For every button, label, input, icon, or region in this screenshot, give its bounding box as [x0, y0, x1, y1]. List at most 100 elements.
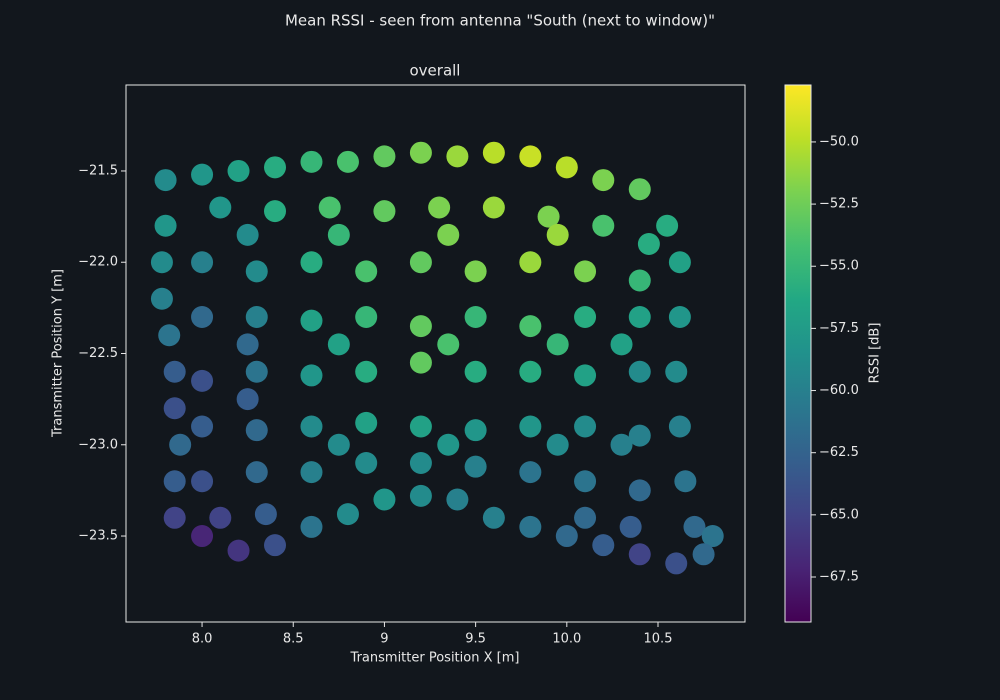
scatter-point — [154, 169, 177, 192]
scatter-point — [665, 360, 688, 383]
scatter-point — [546, 433, 569, 456]
colorbar-tick-label: −52.5 — [819, 197, 859, 212]
scatter-point — [628, 424, 651, 447]
scatter-point — [227, 159, 250, 182]
scatter-point — [555, 156, 578, 179]
scatter-point — [409, 484, 432, 507]
colorbar-tick-label: −67.5 — [819, 570, 859, 585]
scatter-point — [464, 260, 487, 283]
y-tick-label: −23.5 — [78, 529, 118, 544]
scatter-point — [154, 214, 177, 237]
scatter-point — [437, 433, 460, 456]
scatter-point — [245, 305, 268, 328]
scatter-point — [236, 388, 259, 411]
scatter-point — [150, 287, 173, 310]
scatter-point — [519, 145, 542, 168]
scatter-point — [300, 251, 323, 274]
scatter-point — [209, 506, 232, 529]
scatter-point — [674, 470, 697, 493]
scatter-point — [355, 260, 378, 283]
scatter-point — [158, 324, 181, 347]
scatter-point — [519, 461, 542, 484]
scatter-point — [163, 470, 186, 493]
colorbar-tick-label: −60.0 — [819, 383, 859, 398]
scatter-point — [628, 269, 651, 292]
scatter-point — [692, 543, 715, 566]
scatter-point — [163, 506, 186, 529]
y-tick-label: −23.0 — [78, 437, 118, 452]
x-axis-label: Transmitter Position X [m] — [350, 651, 520, 666]
scatter-point — [619, 515, 642, 538]
x-tick-label: 10.0 — [552, 632, 581, 647]
scatter-point — [409, 141, 432, 164]
colorbar-label: RSSI [dB] — [868, 323, 883, 384]
scatter-point — [482, 196, 505, 219]
scatter-point — [574, 470, 597, 493]
scatter-point — [169, 433, 192, 456]
scatter-point — [163, 397, 186, 420]
scatter-point — [209, 196, 232, 219]
scatter-point — [574, 506, 597, 529]
scatter-point — [318, 196, 341, 219]
scatter-point — [610, 433, 633, 456]
scatter-point — [656, 214, 679, 237]
colorbar — [784, 84, 812, 623]
scatter-point — [464, 455, 487, 478]
y-axis-label: Transmitter Position Y [m] — [51, 269, 66, 438]
colorbar-tick-label: −55.0 — [819, 259, 859, 274]
scatter-point — [519, 415, 542, 438]
scatter-point — [409, 251, 432, 274]
scatter-point — [546, 333, 569, 356]
scatter-point — [592, 534, 615, 557]
scatter-point — [336, 150, 359, 173]
scatter-point — [437, 333, 460, 356]
scatter-point — [482, 506, 505, 529]
scatter-point — [428, 196, 451, 219]
y-tick-label: −22.0 — [78, 255, 118, 270]
scatter-point — [446, 145, 469, 168]
scatter-point — [537, 205, 560, 228]
scatter-point — [300, 515, 323, 538]
scatter-point — [668, 251, 691, 274]
colorbar-tick-label: −57.5 — [819, 321, 859, 336]
scatter-point — [668, 305, 691, 328]
scatter-point — [191, 305, 214, 328]
scatter-point — [683, 515, 706, 538]
scatter-point — [592, 169, 615, 192]
plot-frame — [125, 84, 746, 623]
scatter-point — [191, 525, 214, 548]
scatter-point — [373, 488, 396, 511]
scatter-point — [464, 305, 487, 328]
scatter-point — [464, 419, 487, 442]
scatter-point — [300, 309, 323, 332]
scatter-point — [245, 260, 268, 283]
scatter-point — [327, 223, 350, 246]
scatter-point — [236, 333, 259, 356]
scatter-point — [628, 479, 651, 502]
scatter-point — [300, 415, 323, 438]
scatter-point — [254, 503, 277, 526]
x-tick-label: 8.5 — [283, 632, 304, 647]
scatter-point — [245, 461, 268, 484]
scatter-point — [519, 515, 542, 538]
scatter-point — [409, 452, 432, 475]
scatter-point — [519, 315, 542, 338]
scatter-point — [355, 360, 378, 383]
scatter-point — [236, 223, 259, 246]
scatter-point — [592, 214, 615, 237]
scatter-point — [574, 260, 597, 283]
scatter-point — [409, 315, 432, 338]
scatter-point — [191, 369, 214, 392]
y-tick-label: −22.5 — [78, 346, 118, 361]
scatter-point — [300, 461, 323, 484]
x-tick-label: 9.5 — [465, 632, 486, 647]
x-tick-label: 9 — [380, 632, 388, 647]
scatter-point — [373, 145, 396, 168]
x-tick-label: 10.5 — [644, 632, 673, 647]
scatter-point — [191, 251, 214, 274]
scatter-point — [628, 178, 651, 201]
scatter-point — [327, 433, 350, 456]
scatter-point — [264, 156, 287, 179]
